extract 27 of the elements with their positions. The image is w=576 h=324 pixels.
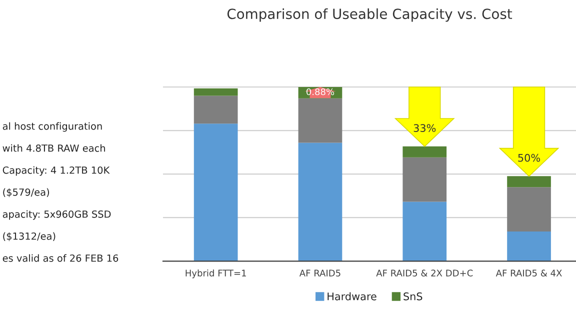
bar (507, 176, 551, 188)
x-tick-label: Hybrid FTT=1 (186, 269, 246, 278)
bar (194, 88, 238, 96)
legend-label: SnS (404, 292, 422, 300)
bar (194, 124, 238, 262)
annotation: 50% (518, 154, 540, 162)
text: ($579/ea) (3, 188, 50, 198)
bar (507, 232, 551, 262)
x-tick-label: AF RAID5 (299, 270, 340, 276)
annotation: 0.88% (306, 88, 334, 96)
bar (402, 146, 447, 158)
bar (402, 202, 447, 262)
text: with 4.8TB RAW each (2, 144, 105, 152)
annotation: 33% (414, 124, 436, 132)
text: apacity: 5x960GB SSD (2, 210, 111, 220)
text: es valid as of 26 FEB 16 (2, 254, 118, 262)
text: Capacity: 4 1.2TB 10K (2, 166, 110, 176)
legend-label: Hardware (328, 292, 376, 300)
bar (402, 157, 447, 202)
text: ($1312/ea) (3, 232, 56, 242)
bar (194, 96, 238, 124)
x-tick-label: AF RAID5 & 2X DD+C (376, 270, 473, 276)
bar (298, 142, 342, 262)
chart-title: Comparison of Useable Capacity vs. Cost (227, 8, 512, 22)
x-tick-label: AF RAID5 & 4X (496, 270, 562, 276)
text: al host configuration (2, 122, 102, 132)
bar (507, 187, 551, 232)
